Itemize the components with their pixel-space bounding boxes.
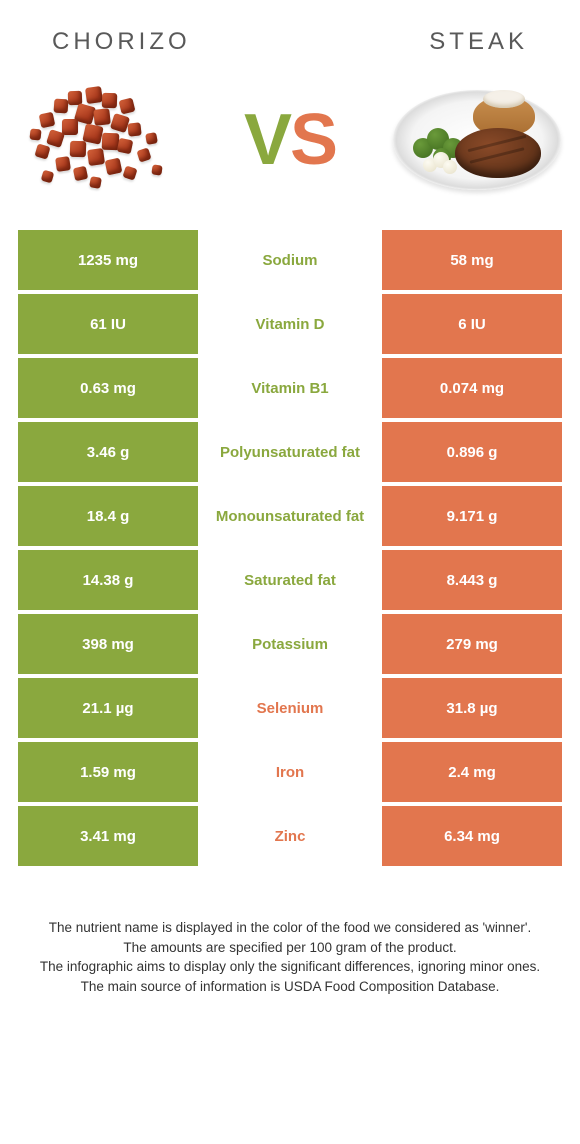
vs-s: S <box>290 100 336 180</box>
table-row: 21.1 µgSelenium31.8 µg <box>18 678 562 738</box>
footer-line: The main source of information is USDA F… <box>26 977 554 997</box>
title-right: STEAK <box>429 28 528 56</box>
value-left: 21.1 µg <box>18 678 198 738</box>
chorizo-image <box>18 80 188 200</box>
value-right: 58 mg <box>382 230 562 290</box>
value-left: 3.41 mg <box>18 806 198 866</box>
steak-image <box>392 80 562 200</box>
value-right: 31.8 µg <box>382 678 562 738</box>
nutrient-label: Iron <box>198 742 382 802</box>
table-row: 0.63 mgVitamin B10.074 mg <box>18 358 562 418</box>
footer-line: The infographic aims to display only the… <box>26 957 554 977</box>
table-row: 61 IUVitamin D6 IU <box>18 294 562 354</box>
vs-row: VS <box>0 74 580 230</box>
nutrient-label: Saturated fat <box>198 550 382 610</box>
vs-label: VS <box>244 99 336 181</box>
vs-v: V <box>244 100 290 180</box>
value-left: 0.63 mg <box>18 358 198 418</box>
table-row: 14.38 gSaturated fat8.443 g <box>18 550 562 610</box>
value-right: 6 IU <box>382 294 562 354</box>
title-left: CHORIZO <box>52 28 191 56</box>
value-right: 279 mg <box>382 614 562 674</box>
value-left: 61 IU <box>18 294 198 354</box>
footer-line: The nutrient name is displayed in the co… <box>26 918 554 938</box>
value-left: 14.38 g <box>18 550 198 610</box>
nutrient-label: Sodium <box>198 230 382 290</box>
nutrient-label: Vitamin D <box>198 294 382 354</box>
value-right: 6.34 mg <box>382 806 562 866</box>
nutrient-label: Polyunsaturated fat <box>198 422 382 482</box>
value-left: 3.46 g <box>18 422 198 482</box>
value-right: 8.443 g <box>382 550 562 610</box>
value-right: 0.896 g <box>382 422 562 482</box>
table-row: 18.4 gMonounsaturated fat9.171 g <box>18 486 562 546</box>
table-row: 1.59 mgIron2.4 mg <box>18 742 562 802</box>
table-row: 1235 mgSodium58 mg <box>18 230 562 290</box>
value-left: 18.4 g <box>18 486 198 546</box>
table-row: 3.41 mgZinc6.34 mg <box>18 806 562 866</box>
nutrient-label: Potassium <box>198 614 382 674</box>
nutrient-label: Zinc <box>198 806 382 866</box>
table-row: 398 mgPotassium279 mg <box>18 614 562 674</box>
value-right: 9.171 g <box>382 486 562 546</box>
value-right: 2.4 mg <box>382 742 562 802</box>
nutrient-label: Selenium <box>198 678 382 738</box>
footer-notes: The nutrient name is displayed in the co… <box>0 870 580 996</box>
table-row: 3.46 gPolyunsaturated fat0.896 g <box>18 422 562 482</box>
value-left: 1235 mg <box>18 230 198 290</box>
nutrient-label: Monounsaturated fat <box>198 486 382 546</box>
nutrient-label: Vitamin B1 <box>198 358 382 418</box>
value-left: 398 mg <box>18 614 198 674</box>
comparison-table: 1235 mgSodium58 mg61 IUVitamin D6 IU0.63… <box>0 230 580 866</box>
footer-line: The amounts are specified per 100 gram o… <box>26 938 554 958</box>
header: CHORIZO STEAK <box>0 0 580 74</box>
value-right: 0.074 mg <box>382 358 562 418</box>
value-left: 1.59 mg <box>18 742 198 802</box>
